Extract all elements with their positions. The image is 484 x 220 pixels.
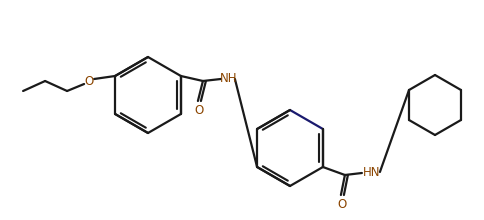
Text: HN: HN: [363, 165, 380, 178]
Text: O: O: [336, 198, 346, 211]
Text: NH: NH: [220, 72, 237, 84]
Text: O: O: [84, 75, 93, 88]
Text: O: O: [194, 103, 203, 117]
